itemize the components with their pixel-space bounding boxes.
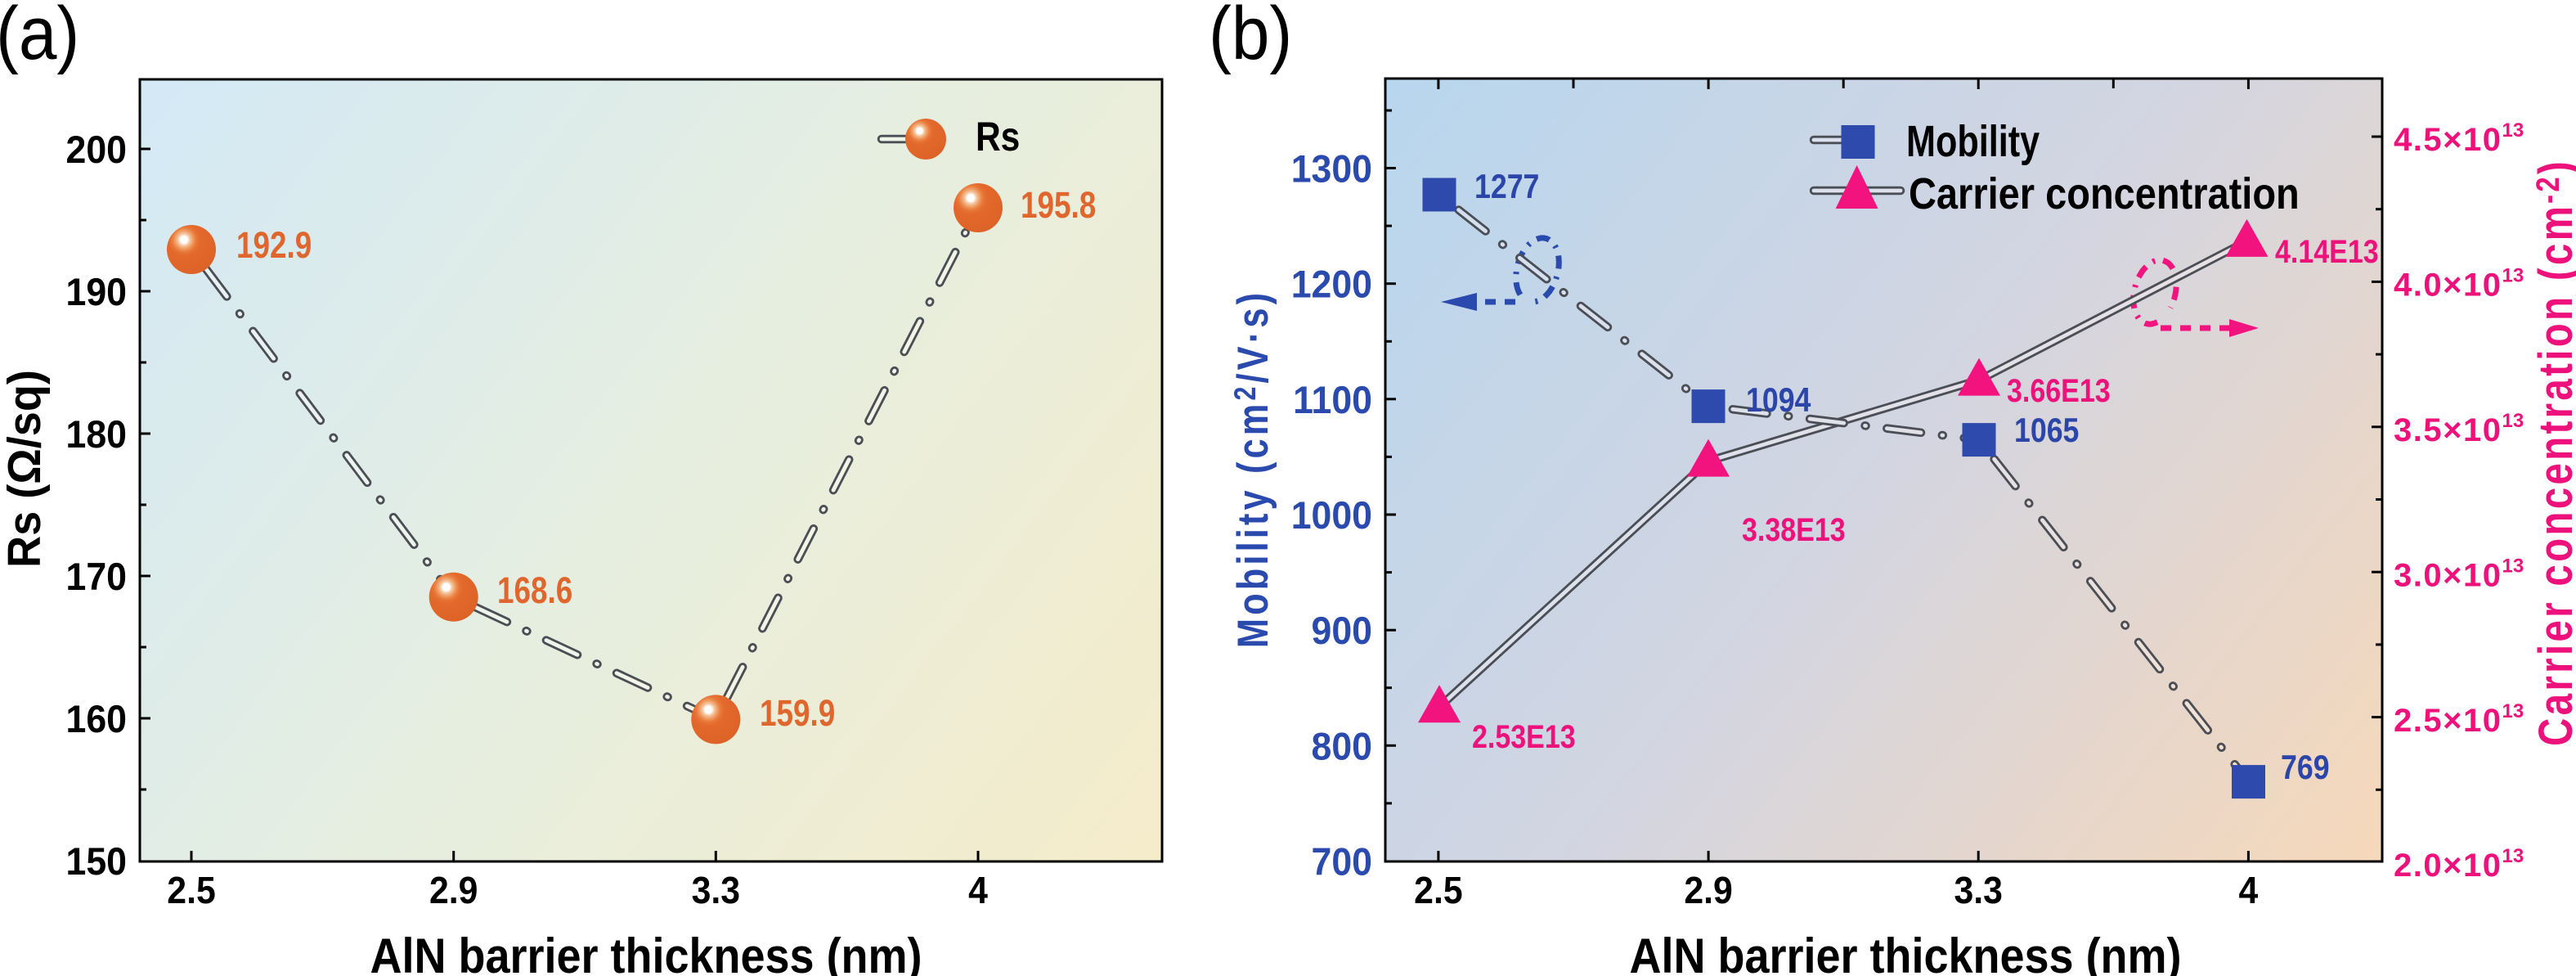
svg-text:1100: 1100: [1293, 379, 1372, 421]
svg-text:190: 190: [66, 271, 127, 313]
svg-text:900: 900: [1312, 609, 1372, 652]
svg-text:769: 769: [2281, 749, 2330, 786]
svg-text:200: 200: [66, 128, 127, 171]
svg-text:160: 160: [66, 698, 127, 740]
svg-text:195.8: 195.8: [1021, 185, 1096, 226]
svg-text:Mobility: Mobility: [1906, 118, 2040, 167]
svg-text:Mobility (cm2/V·s): Mobility (cm2/V·s): [1228, 290, 1277, 648]
svg-text:2.5: 2.5: [1414, 870, 1462, 912]
svg-text:1000: 1000: [1291, 494, 1372, 537]
svg-text:AlN barrier thickness (nm): AlN barrier thickness (nm): [370, 929, 922, 976]
svg-text:150: 150: [66, 840, 127, 883]
svg-text:2.0×1013: 2.0×1013: [2394, 845, 2524, 884]
svg-text:4.0×1013: 4.0×1013: [2394, 264, 2524, 303]
svg-text:1094: 1094: [1746, 381, 1811, 419]
svg-text:3.0×1013: 3.0×1013: [2394, 555, 2524, 594]
svg-text:Rs (Ω/sq): Rs (Ω/sq): [0, 370, 50, 568]
svg-text:4: 4: [2239, 870, 2259, 912]
svg-text:3.5×1013: 3.5×1013: [2394, 410, 2524, 448]
svg-text:4.14E13: 4.14E13: [2275, 232, 2379, 269]
svg-text:2.5: 2.5: [167, 870, 215, 912]
svg-text:2.5×1013: 2.5×1013: [2394, 700, 2524, 739]
svg-text:192.9: 192.9: [236, 225, 312, 266]
svg-text:1300: 1300: [1291, 147, 1372, 190]
svg-text:Carrier concentration: Carrier concentration: [1909, 169, 2300, 218]
svg-text:1277: 1277: [1474, 168, 1539, 205]
svg-text:Rs: Rs: [976, 114, 1020, 160]
svg-text:168.6: 168.6: [497, 570, 572, 611]
svg-text:Carrier concentration (cm-2): Carrier concentration (cm-2): [2529, 159, 2576, 746]
svg-text:800: 800: [1312, 725, 1372, 767]
svg-text:(a): (a): [0, 0, 79, 75]
svg-text:2.53E13: 2.53E13: [1472, 717, 1576, 754]
svg-text:170: 170: [66, 555, 127, 598]
svg-text:180: 180: [66, 413, 127, 456]
svg-text:3.3: 3.3: [692, 870, 740, 912]
svg-text:(b): (b): [1209, 0, 1292, 75]
svg-text:159.9: 159.9: [760, 693, 835, 734]
svg-text:700: 700: [1312, 840, 1372, 883]
svg-text:2.9: 2.9: [1684, 870, 1732, 912]
svg-text:1200: 1200: [1291, 263, 1372, 306]
svg-text:2.9: 2.9: [429, 870, 478, 912]
svg-text:AlN barrier thickness (nm): AlN barrier thickness (nm): [1630, 929, 2182, 976]
svg-text:3.38E13: 3.38E13: [1742, 510, 1846, 547]
svg-text:4.5×1013: 4.5×1013: [2394, 119, 2524, 158]
svg-text:4: 4: [968, 870, 988, 912]
svg-text:3.66E13: 3.66E13: [2007, 371, 2111, 408]
svg-text:3.3: 3.3: [1954, 870, 2002, 912]
svg-text:1065: 1065: [2014, 412, 2079, 449]
